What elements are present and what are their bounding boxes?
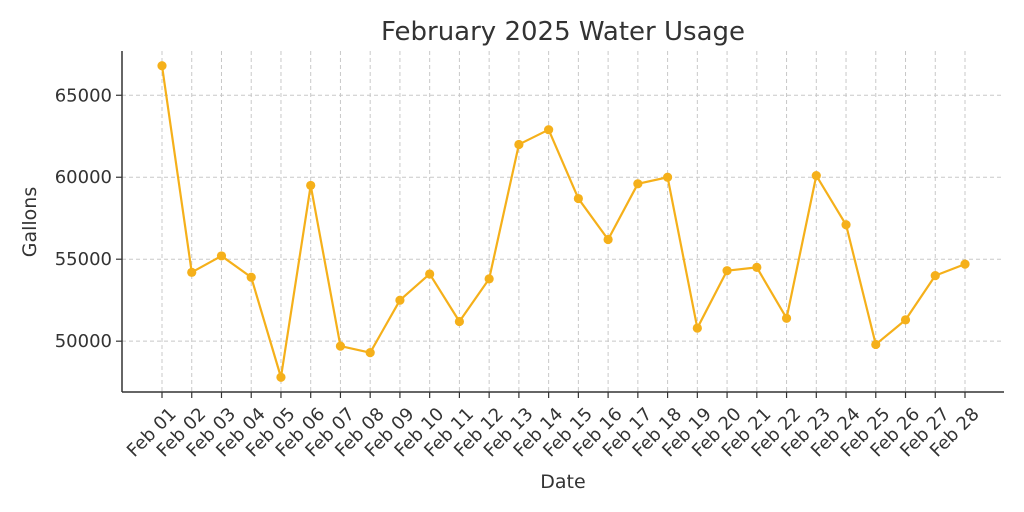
data-point bbox=[811, 170, 821, 181]
data-point bbox=[781, 313, 792, 323]
axes bbox=[116, 51, 1004, 398]
data-point bbox=[752, 262, 762, 273]
y-tick-labels: 50000 55000 60000 65000 bbox=[55, 85, 112, 352]
series bbox=[157, 61, 970, 382]
y-tick-label: 50000 bbox=[55, 331, 112, 352]
data-point bbox=[514, 139, 524, 150]
data-point bbox=[454, 316, 465, 327]
data-point bbox=[306, 180, 316, 191]
series-line bbox=[160, 65, 966, 379]
data-point bbox=[930, 271, 940, 281]
data-point bbox=[633, 179, 643, 189]
y-axis-label: Gallons bbox=[19, 187, 41, 258]
y-tick-label: 60000 bbox=[55, 167, 112, 188]
grid bbox=[122, 51, 1004, 392]
data-point bbox=[187, 267, 197, 277]
data-point bbox=[573, 193, 583, 204]
data-point bbox=[960, 259, 970, 269]
y-tick-label: 55000 bbox=[55, 249, 112, 270]
data-point bbox=[900, 315, 911, 325]
data-point bbox=[365, 348, 375, 358]
data-point bbox=[276, 372, 286, 382]
data-point bbox=[157, 61, 167, 71]
data-point bbox=[425, 269, 435, 279]
data-point bbox=[692, 323, 702, 333]
data-point bbox=[335, 341, 346, 351]
data-point bbox=[722, 266, 732, 276]
data-point bbox=[544, 125, 554, 135]
data-point bbox=[841, 220, 851, 230]
x-axis-label: Date bbox=[540, 471, 585, 493]
data-point bbox=[662, 172, 673, 182]
chart-title: February 2025 Water Usage bbox=[381, 17, 745, 47]
data-point bbox=[484, 274, 494, 284]
data-point bbox=[871, 339, 881, 350]
y-tick-label: 65000 bbox=[55, 85, 112, 106]
data-point bbox=[395, 295, 405, 305]
data-point bbox=[246, 272, 256, 282]
data-point bbox=[603, 234, 613, 245]
data-point bbox=[216, 251, 227, 261]
